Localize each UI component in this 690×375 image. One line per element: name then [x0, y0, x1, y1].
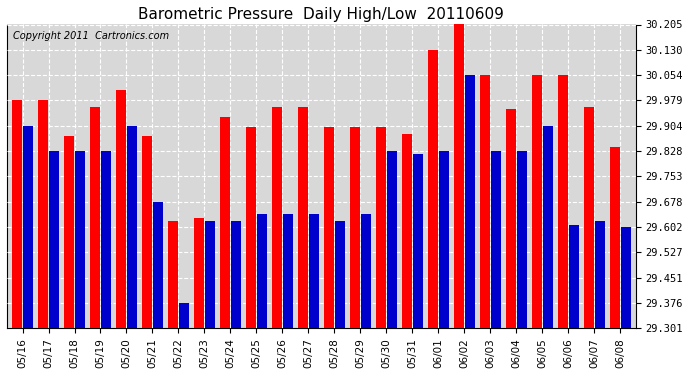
Bar [569, 225, 578, 328]
Bar [220, 117, 230, 328]
Bar [491, 151, 500, 328]
Bar [517, 151, 526, 328]
Text: Copyright 2011  Cartronics.com: Copyright 2011 Cartronics.com [13, 31, 169, 40]
Title: Barometric Pressure  Daily High/Low  20110609: Barometric Pressure Daily High/Low 20110… [139, 7, 504, 22]
Bar [402, 134, 412, 328]
Bar [283, 214, 293, 328]
Bar [480, 75, 490, 328]
Bar [439, 151, 449, 328]
Bar [64, 136, 74, 328]
Bar [231, 221, 241, 328]
Bar [413, 154, 422, 328]
Bar [49, 151, 59, 328]
Bar [116, 90, 126, 328]
Bar [376, 127, 386, 328]
Bar [101, 151, 111, 328]
Bar [23, 126, 33, 328]
Bar [194, 218, 204, 328]
Bar [428, 50, 438, 328]
Bar [542, 126, 553, 328]
Bar [595, 221, 604, 328]
Bar [272, 107, 282, 328]
Bar [387, 151, 397, 328]
Bar [205, 221, 215, 328]
Bar [142, 136, 152, 328]
Bar [610, 147, 620, 328]
Bar [454, 23, 464, 328]
Bar [335, 221, 344, 328]
Bar [620, 227, 631, 328]
Bar [298, 107, 308, 328]
Bar [558, 75, 568, 328]
Bar [90, 107, 100, 328]
Bar [506, 109, 516, 328]
Bar [464, 75, 475, 328]
Bar [532, 75, 542, 328]
Bar [584, 107, 594, 328]
Bar [179, 303, 189, 328]
Bar [127, 126, 137, 328]
Bar [324, 127, 334, 328]
Bar [75, 151, 85, 328]
Bar [246, 127, 256, 328]
Bar [361, 214, 371, 328]
Bar [350, 127, 360, 328]
Bar [257, 214, 267, 328]
Bar [168, 221, 178, 328]
Bar [309, 214, 319, 328]
Bar [153, 202, 163, 328]
Bar [38, 100, 48, 328]
Bar [12, 100, 22, 328]
